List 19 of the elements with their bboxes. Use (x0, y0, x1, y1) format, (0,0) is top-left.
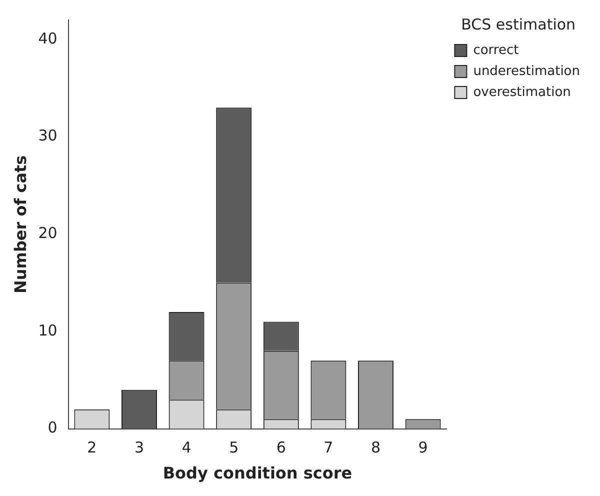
y-tick-label: 20 (38, 224, 58, 242)
x-axis-title: Body condition score (162, 464, 352, 483)
x-tick-label: 7 (324, 438, 334, 457)
y-tick-label: 40 (38, 29, 58, 48)
x-tick-label: 6 (276, 438, 286, 457)
x-tick-label: 3 (134, 438, 144, 457)
x-tick-label: 5 (229, 438, 239, 457)
y-axis-title: Number of cats (10, 155, 30, 294)
x-tick-label: 9 (418, 438, 428, 457)
legend-label: underestimation (473, 64, 580, 79)
legend-label: correct (473, 42, 519, 58)
y-tick-label: 30 (38, 126, 58, 145)
y-tick-label: 10 (38, 321, 58, 340)
x-tick-label: 4 (182, 438, 192, 457)
legend-label: overestimation (473, 84, 571, 100)
y-tick-label: 0 (48, 418, 58, 437)
x-tick-label: 8 (370, 438, 381, 457)
x-tick-label: 2 (87, 438, 97, 457)
legend-title: BCS estimation (461, 15, 576, 34)
